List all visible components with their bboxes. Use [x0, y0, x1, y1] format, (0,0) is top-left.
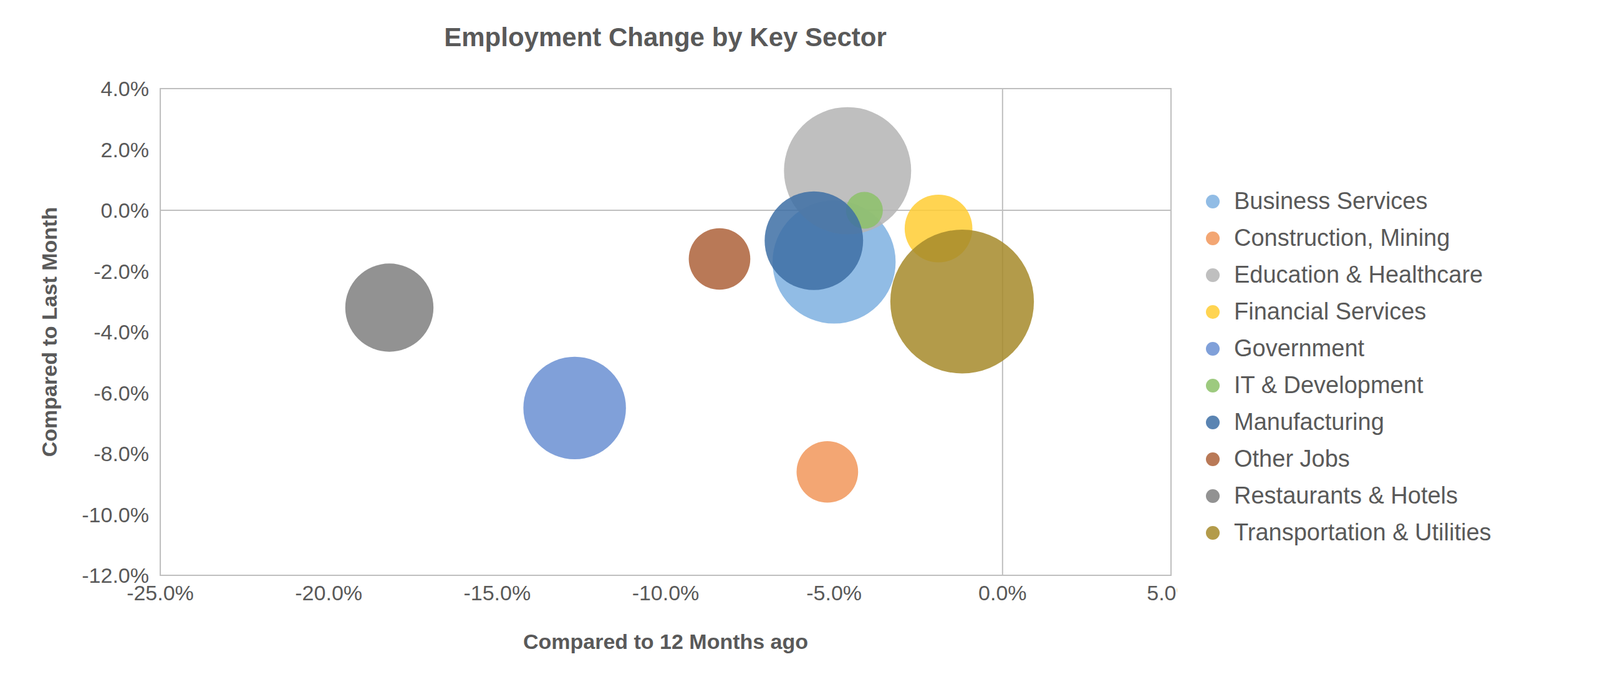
- html-text:Restaurants & Hotels: Restaurants & Hotels: [1233, 481, 1458, 509]
- svg-text:-10.0%: -10.0%: [81, 502, 150, 527]
- svg-text:-25.0%: -25.0%: [126, 580, 194, 605]
- svg-text:-4.0%: -4.0%: [93, 319, 150, 344]
- svg-text:-6.0%: -6.0%: [93, 380, 150, 405]
- svg-text:Compared to Last Month: Compared to Last Month: [37, 207, 62, 457]
- html-text:Education & Healthcare: Education & Healthcare: [1233, 261, 1483, 288]
- html-text:Transportation & Utilities: Transportation & Utilities: [1233, 518, 1492, 545]
- svg-text:-8.0%: -8.0%: [93, 441, 150, 466]
- svg-text:Compared to 12 Months ago: Compared to 12 Months ago: [523, 629, 809, 653]
- html-text:Government: Government: [1233, 334, 1365, 362]
- html-text:Business Services: Business Services: [1233, 187, 1428, 214]
- svg-text:-10.0%: -10.0%: [632, 580, 700, 605]
- svg-text:-5.0%: -5.0%: [806, 580, 862, 605]
- svg-text:-20.0%: -20.0%: [294, 580, 363, 605]
- html-text:Other Jobs: Other Jobs: [1233, 445, 1350, 472]
- svg-text:2.0%: 2.0%: [101, 137, 150, 162]
- html-text:Construction, Mining: Construction, Mining: [1233, 224, 1450, 251]
- svg-text:-12.0%: -12.0%: [81, 563, 150, 587]
- svg-text:0.0%: 0.0%: [101, 198, 150, 222]
- html-text:Employment Change by Key Secto: Employment Change by Key Sector: [444, 22, 887, 52]
- svg-text:0.0%: 0.0%: [978, 580, 1027, 605]
- html-text:Manufacturing: Manufacturing: [1233, 408, 1385, 435]
- svg-text:5.0%: 5.0%: [1146, 580, 1178, 605]
- html-text:IT & Development: IT & Development: [1233, 371, 1424, 398]
- svg-text:-15.0%: -15.0%: [463, 580, 531, 605]
- svg-text:4.0%: 4.0%: [101, 76, 150, 101]
- svg-text:-2.0%: -2.0%: [93, 259, 150, 284]
- html-text:Financial Services: Financial Services: [1233, 298, 1427, 325]
